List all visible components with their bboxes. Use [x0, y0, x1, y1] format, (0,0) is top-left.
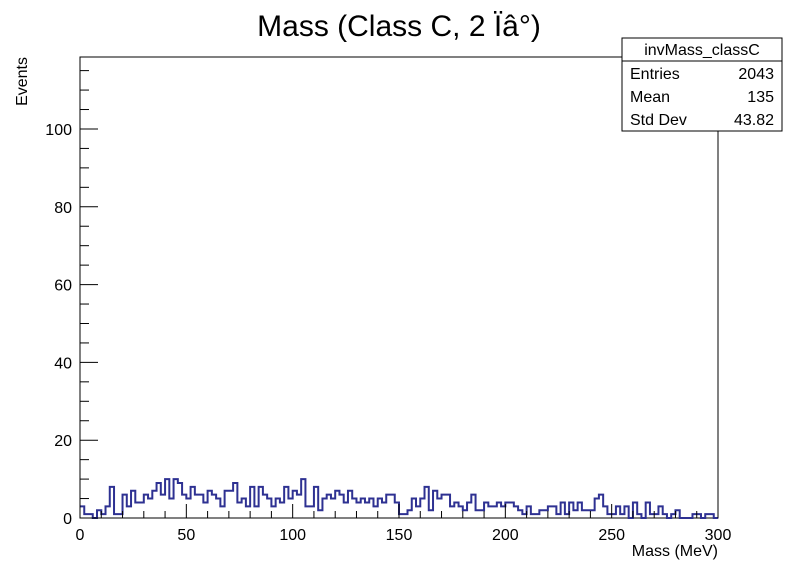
x-axis: 0 50 100 150 200 250 300	[76, 504, 732, 544]
y-tick-label: 20	[54, 433, 72, 450]
x-tick-label: 250	[598, 527, 625, 544]
stats-std-value: 43.82	[734, 112, 774, 129]
x-tick-label: 300	[705, 527, 732, 544]
y-axis-title: Events	[14, 57, 31, 106]
x-tick-label: 50	[177, 527, 195, 544]
stats-entries-label: Entries	[630, 66, 680, 83]
stats-std-label: Std Dev	[630, 112, 687, 129]
stats-entries-value: 2043	[738, 66, 774, 83]
histogram-line	[80, 478, 718, 519]
y-tick-label: 60	[54, 278, 72, 295]
stats-box-frame	[621, 37, 783, 132]
chart-title: Mass (Class C, 2 Ïâ°)	[257, 10, 541, 43]
x-tick-label: 150	[386, 527, 413, 544]
stats-box: invMass_classC Entries 2043 Mean 135 Std…	[621, 37, 783, 132]
x-tick-label: 100	[279, 527, 306, 544]
x-tick-label: 200	[492, 527, 519, 544]
y-tick-label: 40	[54, 355, 72, 372]
y-tick-label: 80	[54, 200, 72, 217]
y-axis: 0 20 40 60 80 100	[45, 70, 98, 528]
y-tick-label: 0	[63, 511, 72, 528]
stats-mean-label: Mean	[630, 89, 670, 106]
stats-mean-value: 135	[747, 89, 774, 106]
y-tick-label: 100	[45, 122, 72, 139]
x-axis-title: Mass (MeV)	[632, 543, 718, 560]
stats-histogram-name: invMass_classC	[644, 42, 760, 59]
x-tick-label: 0	[76, 527, 85, 544]
